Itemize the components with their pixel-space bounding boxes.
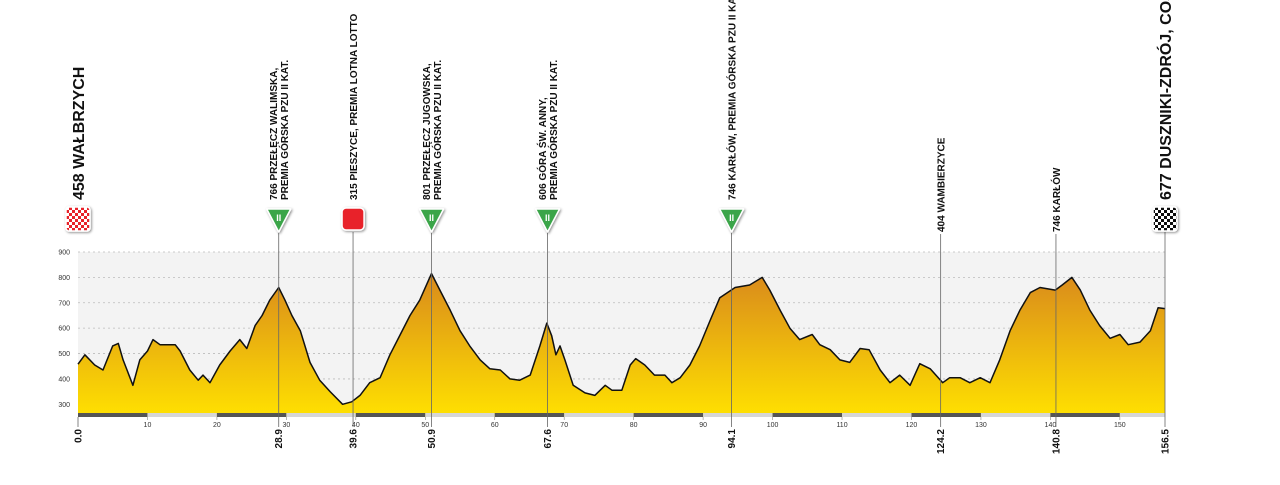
x-tick-label: 120 <box>906 422 918 429</box>
checkered-flag <box>65 206 91 232</box>
x-tick-label: 20 <box>213 422 221 429</box>
y-tick-label: 700 <box>58 300 70 307</box>
marker-label: 766 PRZEŁĘCZ WALIMSKA, <box>269 68 280 200</box>
x-tick-label: 110 <box>836 422 847 429</box>
x-tick-label: 30 <box>282 422 290 429</box>
marker-icon <box>718 208 745 233</box>
marker-label: 606 GÓRA ŚW. ANNY, <box>536 97 549 200</box>
marker-km: 28.9 <box>274 429 285 449</box>
y-tick-label: 800 <box>58 275 70 282</box>
marker-label: PREMIA GÓRSKA PZU II KAT. <box>547 60 560 200</box>
climb-icon <box>718 208 745 233</box>
marker-label: PREMIA GÓRSKA PZU II KAT. <box>431 60 444 200</box>
marker-km: 140.8 <box>1051 429 1062 454</box>
marker-label: 404 WAMBIERZYCE <box>937 137 948 232</box>
climb-icon <box>265 208 292 233</box>
y-tick-label: 400 <box>58 376 70 383</box>
x-tick-label: 140 <box>1045 422 1057 429</box>
marker-km: 39.6 <box>349 429 360 449</box>
climb-icon <box>534 208 561 233</box>
x-tick-label: 90 <box>699 422 707 429</box>
climb-badge: II <box>545 213 550 223</box>
x-tick-label: 130 <box>975 422 987 429</box>
x-tick-label: 70 <box>560 422 568 429</box>
x-tick-label: 150 <box>1114 422 1126 429</box>
km-strip <box>147 413 217 417</box>
x-tick-label: 40 <box>352 422 360 429</box>
km-strip <box>216 413 287 417</box>
marker-icon <box>1152 206 1178 232</box>
climb-icon <box>418 208 445 233</box>
climb-badge: II <box>729 213 734 223</box>
marker-label: 801 PRZEŁĘCZ JUGOWSKA, <box>422 63 433 200</box>
marker-label: 315 PIESZYCE, PREMIA LOTNA LOTTO <box>349 13 360 200</box>
km-strip <box>703 413 773 417</box>
profile-area <box>78 273 1165 417</box>
x-tick-label: 10 <box>144 422 152 429</box>
km-strip <box>980 413 1051 417</box>
y-tick-label: 600 <box>58 326 70 333</box>
x-tick-label: 80 <box>630 422 638 429</box>
km-strip <box>633 413 704 417</box>
km-strip <box>772 413 843 417</box>
checkered-flag <box>1152 206 1178 232</box>
marker-icon <box>65 206 91 232</box>
marker-label: 746 KARŁÓW, PREMIA GÓRSKA PZU II KAT. <box>726 0 739 200</box>
marker-icon <box>341 207 365 231</box>
marker-km: 50.9 <box>427 429 438 449</box>
marker-label: 458 WAŁBRZYCH <box>71 67 88 200</box>
marker-km: 124.2 <box>936 429 947 454</box>
km-strip <box>78 413 148 417</box>
marker-km: 156.5 <box>1161 429 1172 454</box>
marker-icon <box>418 208 445 233</box>
km-strip <box>286 413 356 417</box>
climb-badge: II <box>429 213 434 223</box>
km-strip <box>1050 413 1120 417</box>
y-tick-label: 300 <box>58 402 70 409</box>
marker-icon <box>534 208 561 233</box>
km-strip <box>494 413 565 417</box>
x-tick-label: 100 <box>767 422 779 429</box>
km-strip <box>842 413 912 417</box>
marker-km: 67.6 <box>543 429 554 449</box>
x-tick-label: 60 <box>491 422 499 429</box>
km-strip <box>1119 413 1165 417</box>
y-tick-label: 900 <box>58 250 70 257</box>
km-strip <box>564 413 634 417</box>
sprint-icon <box>341 207 365 231</box>
km-strip <box>425 413 495 417</box>
km-strip <box>911 413 981 417</box>
y-tick-label: 500 <box>58 351 70 358</box>
km-strip <box>355 413 426 417</box>
marker-label: PREMIA GÓRSKA PZU II KAT. <box>278 60 291 200</box>
profile-line <box>77 272 1166 406</box>
marker-label: 746 KARŁÓW <box>1050 167 1063 232</box>
x-tick-label: 50 <box>421 422 429 429</box>
marker-km: 94.1 <box>727 429 738 449</box>
marker-icon <box>265 208 292 233</box>
climb-badge: II <box>276 213 281 223</box>
marker-label: 677 DUSZNIKI-ZDRÓJ, COS <box>1156 0 1175 200</box>
marker-km: 0.0 <box>74 429 85 443</box>
